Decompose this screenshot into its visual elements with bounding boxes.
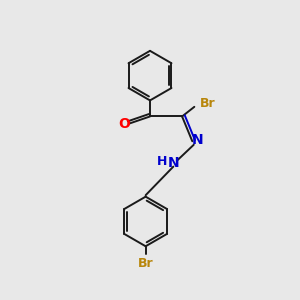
Text: Br: Br	[200, 97, 215, 110]
Text: O: O	[119, 117, 130, 131]
Text: Br: Br	[138, 257, 153, 270]
Text: H: H	[157, 155, 167, 168]
Text: N: N	[167, 156, 179, 170]
Text: N: N	[192, 133, 203, 147]
